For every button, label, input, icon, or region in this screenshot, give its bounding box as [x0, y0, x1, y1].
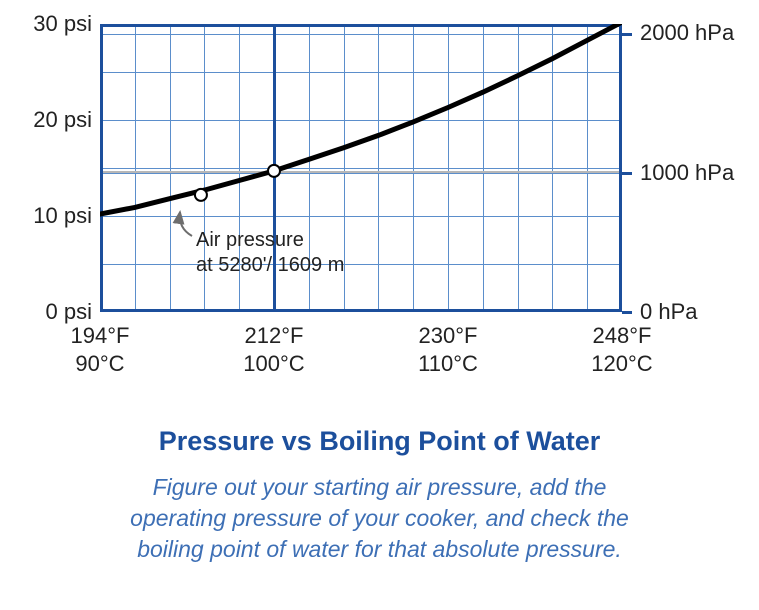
subtitle-line-1: Figure out your starting air pressure, a…: [153, 474, 607, 500]
y-right-tick-label: 0 hPa: [640, 299, 698, 325]
y-right-tick-label: 1000 hPa: [640, 160, 734, 186]
y-left-tick-label: 10 psi: [33, 203, 92, 229]
chart-title: Pressure vs Boiling Point of Water: [0, 426, 759, 457]
pressure-curve: [100, 22, 622, 214]
marker-point: [268, 165, 280, 177]
x-tick-label: 248°F120°C: [591, 322, 652, 377]
subtitle-line-3: boiling point of water for that absolute…: [137, 536, 622, 562]
x-tick-label: 230°F110°C: [418, 322, 478, 377]
y-left-tick-label: 20 psi: [33, 107, 92, 133]
x-tick-label: 212°F100°C: [243, 322, 304, 377]
y-left-tick-label: 0 psi: [46, 299, 92, 325]
x-tick-label: 194°F90°C: [71, 322, 130, 377]
subtitle-line-2: operating pressure of your cooker, and c…: [130, 505, 629, 531]
annotation-text: Air pressureat 5280'/ 1609 m: [196, 228, 344, 278]
annotation-arrow: [180, 212, 192, 236]
marker-point: [195, 189, 207, 201]
y-right-tick-label: 2000 hPa: [640, 20, 734, 46]
y-left-tick-label: 30 psi: [33, 11, 92, 37]
chart-subtitle: Figure out your starting air pressure, a…: [0, 472, 759, 565]
